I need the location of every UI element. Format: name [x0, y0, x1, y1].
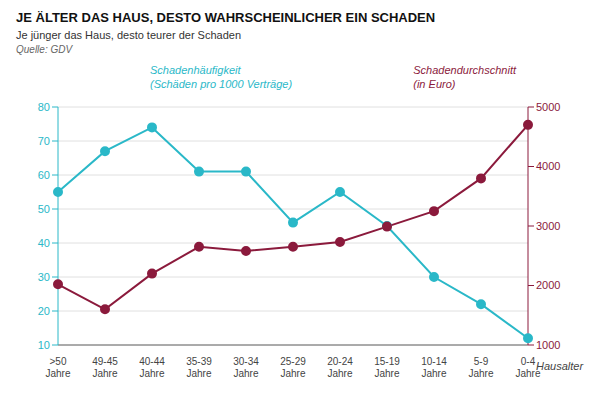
svg-text:20-24Jahre: 20-24Jahre	[327, 356, 353, 379]
svg-text:60: 60	[38, 169, 50, 181]
svg-text:5000: 5000	[536, 101, 560, 113]
html-text:Quelle: GDV: Quelle: GDV	[16, 44, 73, 55]
html-text:Jahre: Jahre	[515, 368, 541, 379]
svg-text:40: 40	[38, 237, 50, 249]
svg-text:30: 30	[38, 271, 50, 283]
svg-text:49-45Jahre: 49-45Jahre	[92, 356, 118, 379]
svg-text:1000: 1000	[536, 339, 560, 351]
svg-text:15-19Jahre: 15-19Jahre	[374, 356, 400, 379]
svg-text:35-39Jahre: 35-39Jahre	[186, 356, 212, 379]
html-text:Schadenhäufigkeit (Schäden pro: Schadenhäufigkeit (Schäden pro 1000 Vert…	[150, 64, 293, 90]
svg-text:25-29Jahre: 25-29Jahre	[280, 356, 306, 379]
svg-text:2000: 2000	[536, 279, 560, 291]
svg-text:>50Jahre: >50Jahre	[45, 356, 70, 379]
html-text:JE ÄLTER DAS HAUS, DESTO WAHRS: JE ÄLTER DAS HAUS, DESTO WAHRSCHEINLICHE…	[16, 10, 436, 25]
svg-text:3000: 3000	[536, 220, 560, 232]
svg-text:10: 10	[38, 339, 50, 351]
html-text:0-4: 0-4	[520, 356, 536, 367]
svg-text:30-34Jahre: 30-34Jahre	[233, 356, 259, 379]
svg-text:5-9Jahre: 5-9Jahre	[468, 356, 493, 379]
svg-text:10-14Jahre: 10-14Jahre	[421, 356, 447, 379]
svg-text:4000: 4000	[536, 160, 560, 172]
svg-text:50: 50	[38, 203, 50, 215]
svg-text:Hausalter: Hausalter	[536, 360, 584, 372]
html-text:Je jünger das Haus, desto teur: Je jünger das Haus, desto teurer der Sch…	[16, 29, 241, 41]
html-text:Schadendurchschnitt (in Euro): Schadendurchschnitt (in Euro)	[413, 64, 516, 90]
svg-text:40-44Jahre: 40-44Jahre	[139, 356, 165, 379]
svg-text:70: 70	[38, 135, 50, 147]
svg-text:80: 80	[38, 101, 50, 113]
svg-text:20: 20	[38, 305, 50, 317]
